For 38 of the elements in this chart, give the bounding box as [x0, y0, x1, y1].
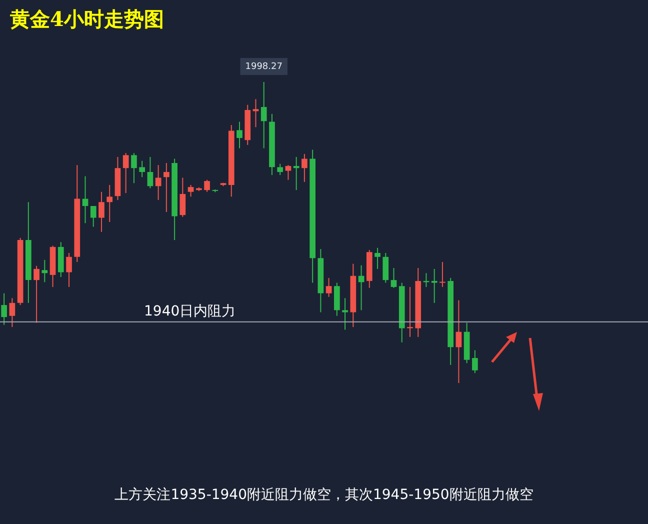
candlestick: [472, 350, 478, 374]
candlestick: [236, 121, 242, 149]
candlestick: [293, 156, 300, 191]
text: 上方关注1935-1940附近阻力做空，其次1945-1950附近阻力做空: [114, 486, 534, 504]
annotation: 1998.27: [245, 62, 282, 72]
candlestick: [260, 82, 267, 149]
candlestick: [342, 298, 348, 330]
candlestick: [131, 152, 137, 184]
candlestick: [90, 206, 96, 228]
candlestick: [1, 292, 7, 326]
chart-title: 黄金4小时走势图: [10, 6, 164, 33]
candlestick: [188, 184, 194, 198]
candlestick: [285, 164, 292, 180]
candlestick: [382, 252, 389, 284]
candlestick: [440, 262, 446, 288]
candlestick: [82, 176, 88, 224]
candlestick: [326, 277, 332, 298]
candlestick: [431, 268, 438, 304]
candlestick: [390, 268, 397, 288]
candlestick: [155, 164, 162, 200]
candlestick: [42, 259, 48, 283]
candlestick: [456, 300, 462, 384]
candlestick: [204, 179, 210, 192]
candlestick: [164, 162, 170, 213]
candlestick: [147, 156, 154, 189]
ref-line-label: 1940日内阻力: [144, 304, 236, 320]
candlestick: [302, 153, 308, 182]
candlestick: [374, 247, 380, 270]
candlestick: [180, 177, 186, 218]
candlestick: [122, 152, 129, 194]
candlestick: [98, 191, 104, 232]
candlestick: [106, 184, 113, 222]
candlestick: [139, 160, 145, 178]
candlestick: [9, 298, 16, 328]
candlestick: [252, 98, 259, 128]
candlestick: [66, 252, 72, 288]
candlestick: [277, 163, 284, 176]
candlestick: [34, 265, 40, 324]
